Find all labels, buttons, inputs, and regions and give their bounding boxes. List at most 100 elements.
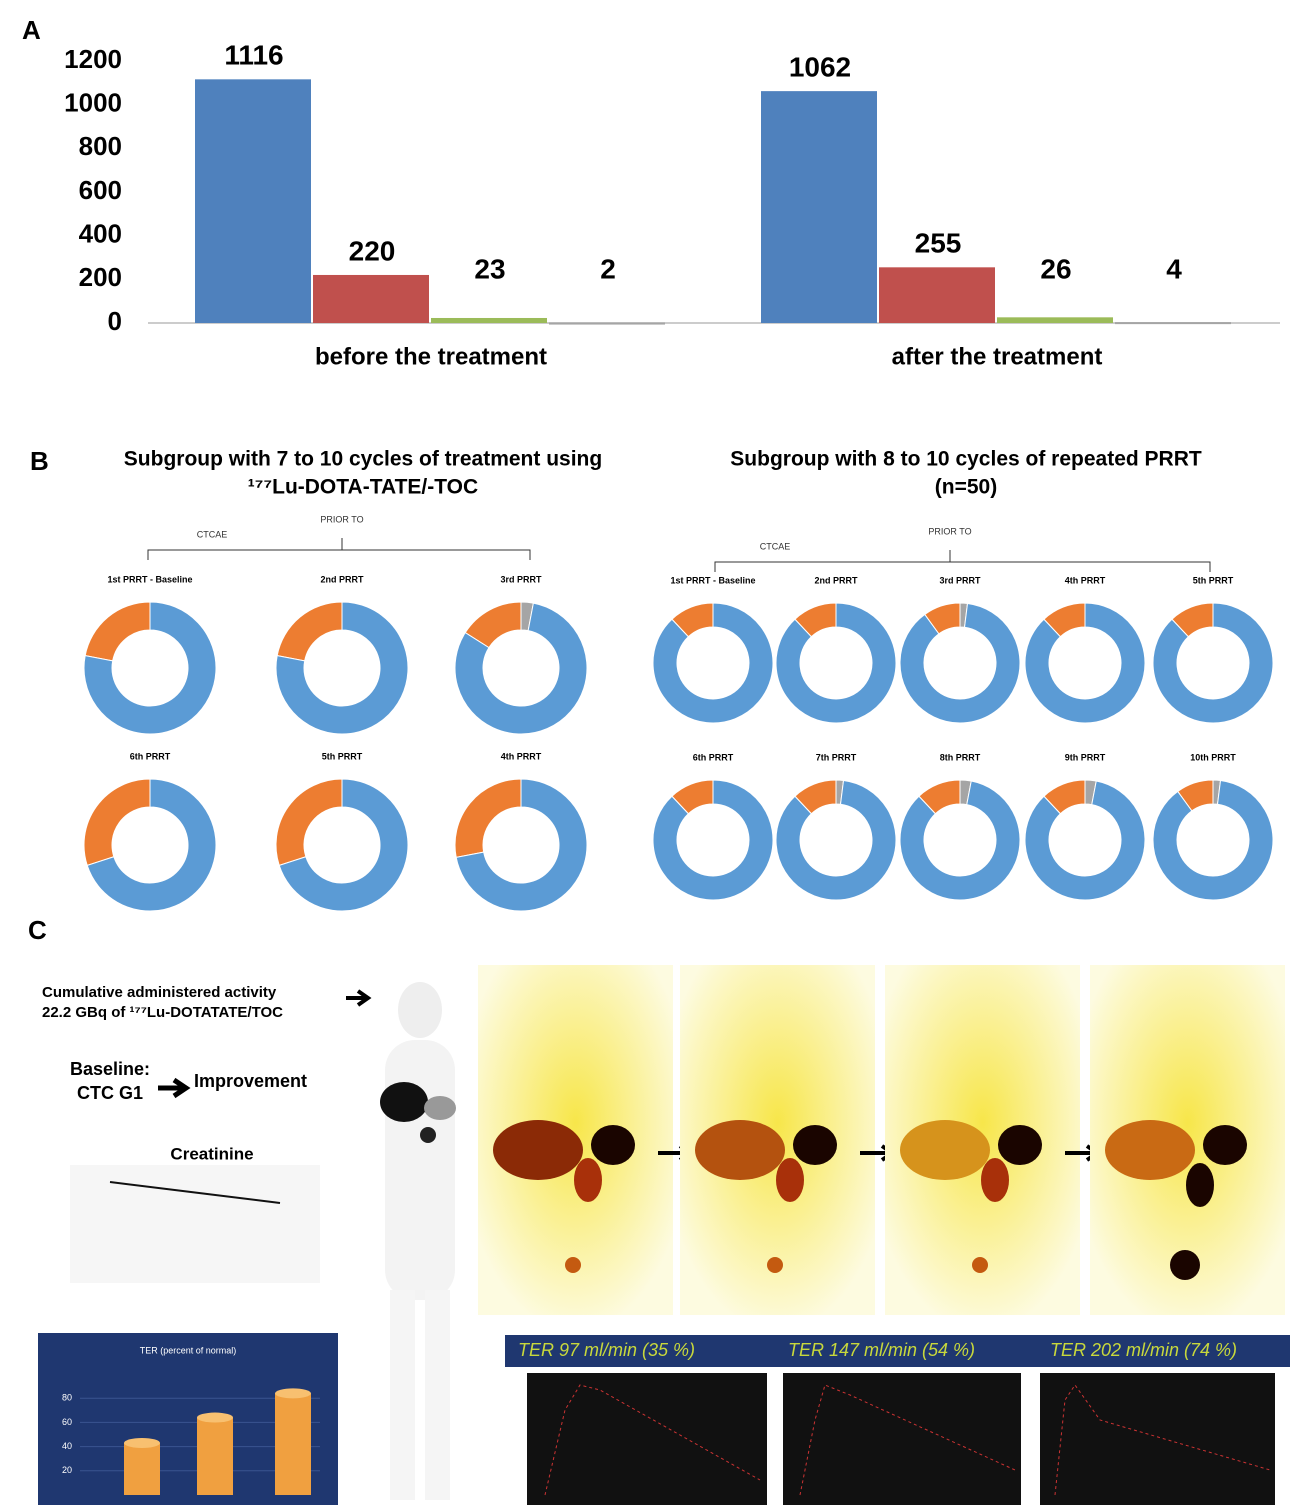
cylinder — [197, 1417, 233, 1495]
kidney — [776, 1158, 804, 1202]
baseline-text: Baseline: — [70, 1059, 150, 1079]
donut-label: 7th PRRT — [816, 752, 857, 762]
donut-segment — [775, 779, 897, 901]
line — [109, 1181, 281, 1204]
spleen — [1203, 1125, 1247, 1165]
chart-title: TER (percent of normal) — [140, 1345, 237, 1355]
y-tick-label: 800 — [79, 131, 122, 161]
y-tick-label: 20 — [62, 1465, 72, 1475]
donut-label: 4th PRRT — [1065, 575, 1106, 585]
donut-segment — [275, 601, 409, 735]
liver — [493, 1120, 583, 1180]
value-label: 26 — [1040, 253, 1071, 284]
baseline-text: CTC G1 — [77, 1083, 143, 1103]
donut-label: 6th PRRT — [693, 752, 734, 762]
donut-segment — [775, 602, 897, 724]
bracket — [714, 550, 1211, 572]
donut-label: 3rd PRRT — [500, 574, 542, 584]
donut-segment — [84, 601, 151, 662]
spect-images — [478, 965, 1285, 1315]
donut-label: 10th PRRT — [1190, 752, 1236, 762]
liver — [1105, 1120, 1195, 1180]
cylinder-top — [124, 1437, 160, 1448]
donut-label: 8th PRRT — [940, 752, 981, 762]
bar — [313, 274, 429, 323]
header-label: CTCAE — [197, 529, 228, 539]
donut-segment — [83, 778, 151, 867]
chart-area — [70, 1165, 320, 1283]
cylinder-top — [197, 1412, 233, 1423]
donut-segment — [652, 602, 774, 724]
spleen — [793, 1125, 837, 1165]
donut-label: 1st PRRT - Baseline — [107, 574, 192, 584]
donut-segment — [454, 778, 522, 858]
donut-segment — [83, 601, 217, 735]
kidney — [1186, 1163, 1214, 1207]
ter-text: TER 97 ml/min (35 %) — [518, 1340, 695, 1360]
bladder — [565, 1257, 581, 1273]
donut-label: 4th PRRT — [501, 751, 542, 761]
bar — [549, 322, 665, 325]
donut-label: 3rd PRRT — [939, 575, 981, 585]
chart-title: (n=50) — [935, 476, 997, 499]
ter-text: TER 202 ml/min (74 %) — [1050, 1340, 1237, 1360]
donut-segment — [1024, 780, 1146, 901]
panel-label: C — [28, 915, 47, 945]
spleen — [998, 1125, 1042, 1165]
value-label: 1062 — [789, 52, 851, 83]
donut-segment — [86, 778, 217, 912]
y-tick-label: 400 — [79, 219, 122, 249]
y-tick-label: 40 — [62, 1441, 72, 1451]
header-label: PRIOR TO — [320, 514, 363, 524]
donut-label: 6th PRRT — [130, 751, 171, 761]
header-label: CTCAE — [760, 541, 791, 551]
donut-label: 1st PRRT - Baseline — [670, 575, 755, 585]
donut-label: 2nd PRRT — [320, 574, 364, 584]
ter-text: TER 147 ml/min (54 %) — [788, 1340, 975, 1360]
value-label: 1116 — [224, 40, 283, 71]
value-label: 255 — [915, 228, 962, 259]
activity-text: Cumulative administered activity — [42, 984, 277, 1001]
x-tick-label: after the treatment — [892, 343, 1103, 370]
bladder — [972, 1257, 988, 1273]
chart-title: Subgroup with 8 to 10 cycles of repeated… — [730, 448, 1202, 471]
ter-band — [505, 1335, 1290, 1367]
bar — [431, 317, 547, 323]
donut-segment — [1152, 779, 1274, 901]
donut-label: 2nd PRRT — [814, 575, 858, 585]
whole-body-scan — [380, 982, 456, 1500]
donut-segment — [276, 601, 343, 662]
bar — [195, 79, 311, 323]
donut-label: 9th PRRT — [1065, 752, 1106, 762]
donut-segment — [454, 602, 588, 735]
donut-label: 5th PRRT — [322, 751, 363, 761]
improvement-text: Improvement — [194, 1071, 307, 1091]
value-label: 220 — [349, 235, 396, 266]
donut-label: 5th PRRT — [1193, 575, 1234, 585]
donut-segment — [1024, 602, 1146, 724]
donut-segment — [275, 778, 343, 867]
cylinder — [275, 1393, 311, 1495]
bladder — [1170, 1250, 1200, 1280]
y-tick-label: 600 — [79, 175, 122, 205]
header-label: PRIOR TO — [928, 526, 971, 536]
spleen — [591, 1125, 635, 1165]
x-tick-label: before the treatment — [315, 343, 547, 370]
bracket — [147, 538, 531, 560]
chart-title: Subgroup with 7 to 10 cycles of treatmen… — [124, 448, 602, 471]
value-label: 4 — [1166, 253, 1182, 284]
donut-segment — [455, 778, 588, 912]
bar — [879, 267, 995, 323]
donut-segment — [899, 780, 1021, 901]
cylinder — [124, 1442, 160, 1495]
bar — [761, 91, 877, 323]
bar — [1115, 322, 1231, 325]
donut-segment — [278, 778, 409, 912]
y-tick-label: 1200 — [64, 44, 122, 74]
bar — [997, 317, 1113, 323]
value-label: 23 — [474, 253, 505, 284]
kidney — [574, 1158, 602, 1202]
y-tick-label: 80 — [62, 1393, 72, 1403]
panel-label: A — [22, 15, 41, 45]
